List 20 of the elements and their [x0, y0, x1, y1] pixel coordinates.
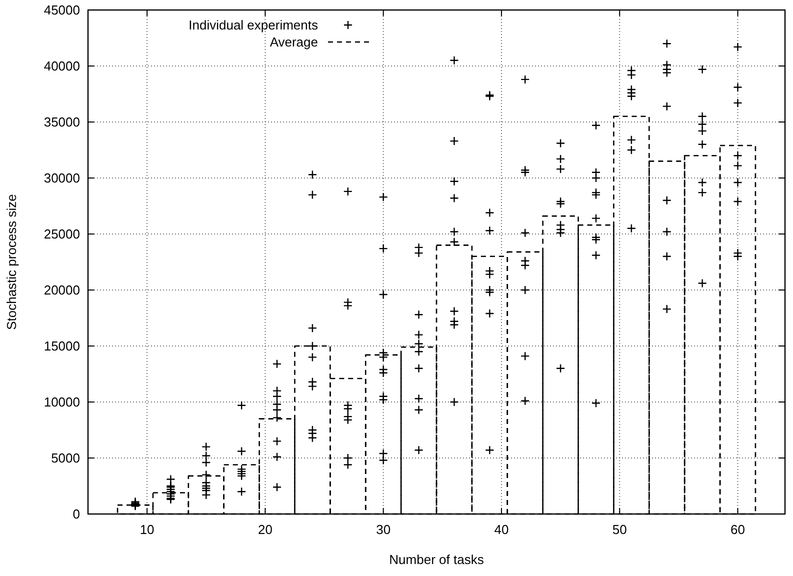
y-axis-title: Stochastic process size — [4, 194, 19, 330]
x-tick-label: 20 — [258, 522, 272, 537]
y-tick-label: 10000 — [44, 394, 80, 410]
y-tick-label: 0 — [72, 506, 80, 522]
y-tick-label: 15000 — [44, 338, 80, 354]
y-tick-label: 35000 — [44, 114, 80, 130]
legend-label: Average — [270, 34, 318, 50]
x-tick-label: 10 — [140, 522, 154, 537]
x-tick-label: 40 — [494, 522, 509, 537]
y-tick-label: 30000 — [44, 170, 80, 186]
y-tick-label: 5000 — [51, 450, 80, 466]
x-tick-label: 30 — [376, 522, 391, 537]
y-tick-label: 20000 — [44, 282, 80, 298]
y-tick-label: 25000 — [44, 226, 80, 242]
y-tick-label: 40000 — [44, 58, 80, 74]
x-tick-label: 60 — [730, 522, 745, 537]
legend-label: Individual experiments — [188, 18, 318, 33]
x-tick-label: 50 — [612, 522, 627, 537]
x-axis-title: Number of tasks — [389, 552, 484, 567]
y-tick-label: 45000 — [44, 2, 80, 18]
